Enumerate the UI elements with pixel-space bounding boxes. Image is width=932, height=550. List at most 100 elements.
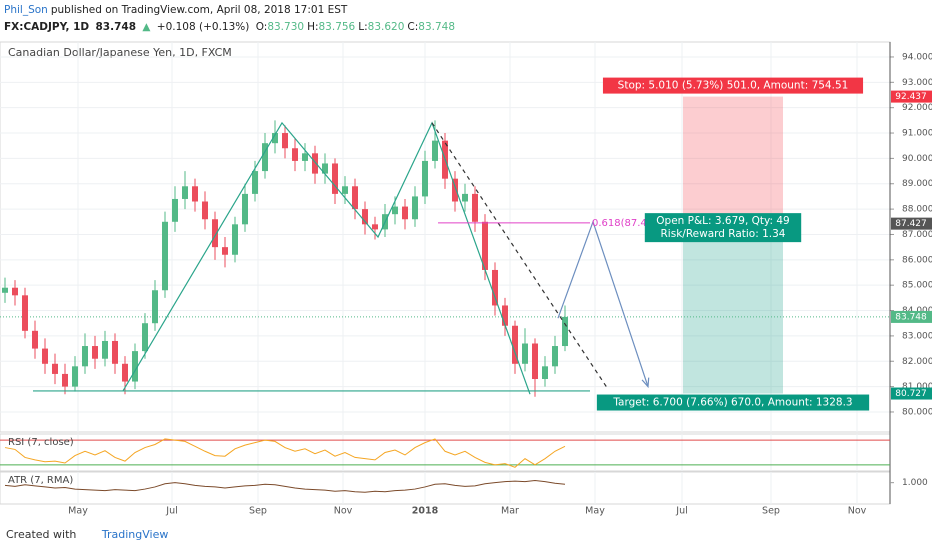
x-tick-label: Nov xyxy=(848,506,867,517)
ohlc-value: 83.730 xyxy=(267,21,305,33)
candle-body xyxy=(472,193,478,222)
x-tick-label: Nov xyxy=(334,506,353,517)
candle-body xyxy=(212,219,218,248)
candle-body xyxy=(492,269,498,306)
price-marker-label: 83.748 xyxy=(895,312,927,322)
candle-body xyxy=(252,171,258,194)
price-marker-label: 92.437 xyxy=(895,92,927,102)
atr-name: ATR (7, RMA) xyxy=(8,475,73,486)
y-tick-label: 93.000 xyxy=(902,78,932,88)
x-tick-label: Sep xyxy=(249,506,267,517)
candle-body xyxy=(202,201,208,220)
candle-body xyxy=(452,178,458,202)
candle-body xyxy=(562,316,568,347)
stop-zone xyxy=(683,96,783,224)
pnl-label-bg xyxy=(644,213,802,243)
x-tick-label: May xyxy=(68,506,88,517)
y-tick-label: 85.000 xyxy=(902,281,932,291)
rsi-pane xyxy=(0,433,891,472)
candle-body xyxy=(432,140,438,161)
candle-body xyxy=(32,330,38,349)
candle-body xyxy=(332,163,338,194)
candle-body xyxy=(482,221,488,270)
atr-line xyxy=(4,480,566,493)
stop-label-bg xyxy=(602,77,864,94)
stop-label-text: Stop: 5.010 (5.73%) 501.0, Amount: 754.5… xyxy=(618,80,849,92)
candle-body xyxy=(152,290,158,324)
ohlc-key: C: xyxy=(407,21,419,33)
candle-body xyxy=(122,363,128,382)
candle-body xyxy=(182,186,188,199)
arrow: ▲ xyxy=(142,21,151,33)
pnl-label-text: Risk/Reward Ratio: 1.34 xyxy=(661,228,786,240)
candle-body xyxy=(502,305,508,326)
ohlc-value: 83.620 xyxy=(367,21,405,33)
author[interactable]: Phil_Son xyxy=(4,4,48,16)
candle-body xyxy=(522,343,528,364)
candle-body xyxy=(532,343,538,380)
footer: Created with TradingView xyxy=(6,528,168,541)
x-tick-label: Jul xyxy=(675,506,687,517)
footer-created: Created with xyxy=(6,528,77,541)
candle-body xyxy=(232,224,238,255)
candle-body xyxy=(52,363,58,374)
y-tick-label: 80.000 xyxy=(902,407,932,417)
y-tick-label: 88.000 xyxy=(902,205,932,215)
target-zone xyxy=(683,223,783,394)
y-tick-label: 94.000 xyxy=(902,52,932,62)
y-tick-label: 82.000 xyxy=(902,357,932,367)
chart-title: Canadian Dollar/Japanese Yen, 1D, FXCM xyxy=(8,46,232,59)
y-tick-label: 92.000 xyxy=(902,103,932,113)
candle-body xyxy=(42,348,48,364)
symbol: FX:CADJPY, 1D xyxy=(4,21,90,33)
candle-body xyxy=(372,224,378,230)
x-tick-label: Sep xyxy=(762,506,780,517)
candle-body xyxy=(222,247,228,255)
target-label-text: Target: 6.700 (7.66%) 670.0, Amount: 132… xyxy=(612,397,852,409)
trend-line xyxy=(431,122,609,390)
price-marker xyxy=(891,387,932,400)
footer-brand[interactable]: TradingView xyxy=(101,528,169,541)
rsi-line xyxy=(4,438,566,468)
candle-body xyxy=(462,193,468,202)
x-tick-label: Mar xyxy=(501,506,519,517)
ohlc: O:83.730 H:83.756 L:83.620 C:83.748 xyxy=(256,21,458,33)
candle-body xyxy=(192,186,198,202)
target-label: Target: 6.700 (7.66%) 670.0, Amount: 132… xyxy=(596,394,870,411)
candle-body xyxy=(12,287,18,296)
rsi-name: RSI (7, close) xyxy=(8,437,74,448)
change: +0.108 (+0.13%) xyxy=(156,21,250,33)
candle-body xyxy=(2,287,8,293)
ohlc-key: L: xyxy=(358,21,368,33)
ohlc-key: O: xyxy=(255,21,268,33)
projection xyxy=(557,219,649,387)
candle-body xyxy=(342,186,348,194)
candle-body xyxy=(62,373,68,387)
symbol-line: FX:CADJPY, 1D 83.748 ▲ +0.108 (+0.13%) O… xyxy=(4,21,461,33)
price-marker xyxy=(891,310,932,323)
candle-body xyxy=(162,221,168,291)
y-tick-label: 91.000 xyxy=(902,129,932,139)
y-tick-label: 87.000 xyxy=(902,230,932,240)
ohlc-value: 83.756 xyxy=(318,21,356,33)
candle-body xyxy=(362,209,368,225)
candle-body xyxy=(302,153,308,161)
published: published on TradingView.com, April 08, … xyxy=(50,4,348,16)
candle-body xyxy=(552,346,558,367)
candle-body xyxy=(402,206,408,220)
candle-body xyxy=(392,206,398,215)
fib-label: 0.618(87.456 xyxy=(592,218,660,229)
stop-label: Stop: 5.010 (5.73%) 501.0, Amount: 754.5… xyxy=(602,77,864,94)
ohlc-key: H: xyxy=(307,21,319,33)
price-marker-label: 80.727 xyxy=(895,389,927,399)
pnl-label-text: Open P&L: 3.679, Qty: 49 xyxy=(656,215,789,227)
candle-body xyxy=(422,160,428,197)
price-marker xyxy=(891,90,932,103)
candle-body xyxy=(352,186,358,210)
y-tick-label: 90.000 xyxy=(902,154,932,164)
atr-pane xyxy=(0,471,891,505)
candle-body xyxy=(262,143,268,172)
candle-body xyxy=(142,323,148,352)
y-tick-label: 89.000 xyxy=(902,179,932,189)
